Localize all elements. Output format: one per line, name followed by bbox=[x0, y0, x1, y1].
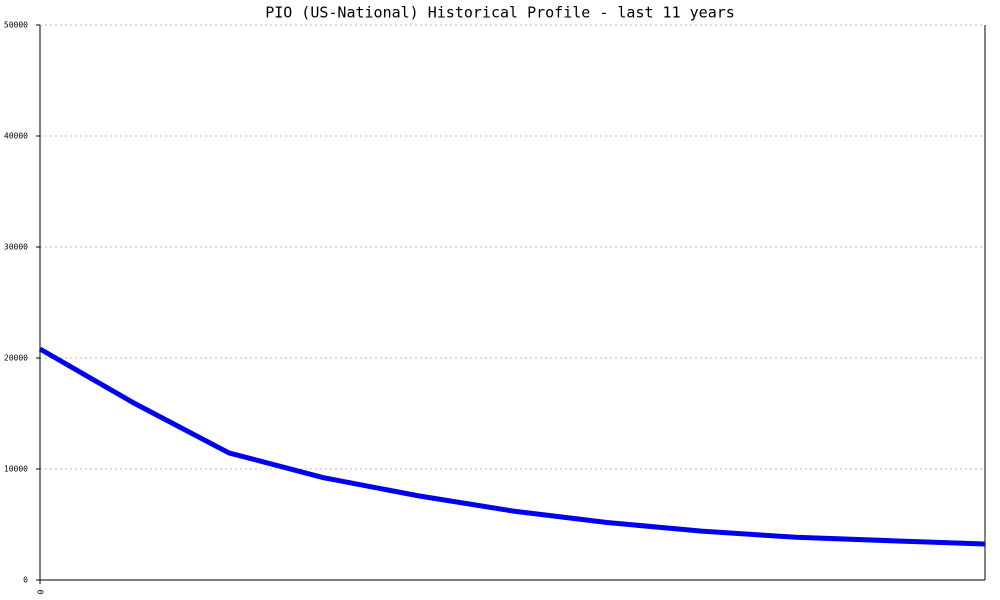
chart-title: PIO (US-National) Historical Profile - l… bbox=[265, 4, 735, 22]
y-tick-label: 0 bbox=[23, 576, 28, 585]
y-tick-label: 50000 bbox=[4, 21, 28, 30]
x-tick-label: 0 bbox=[36, 590, 45, 595]
y-tick-label: 30000 bbox=[4, 243, 28, 252]
data-line bbox=[38, 346, 986, 547]
y-tick-label: 20000 bbox=[4, 354, 28, 363]
y-tick-label: 40000 bbox=[4, 132, 28, 141]
y-tick-label: 10000 bbox=[4, 465, 28, 474]
